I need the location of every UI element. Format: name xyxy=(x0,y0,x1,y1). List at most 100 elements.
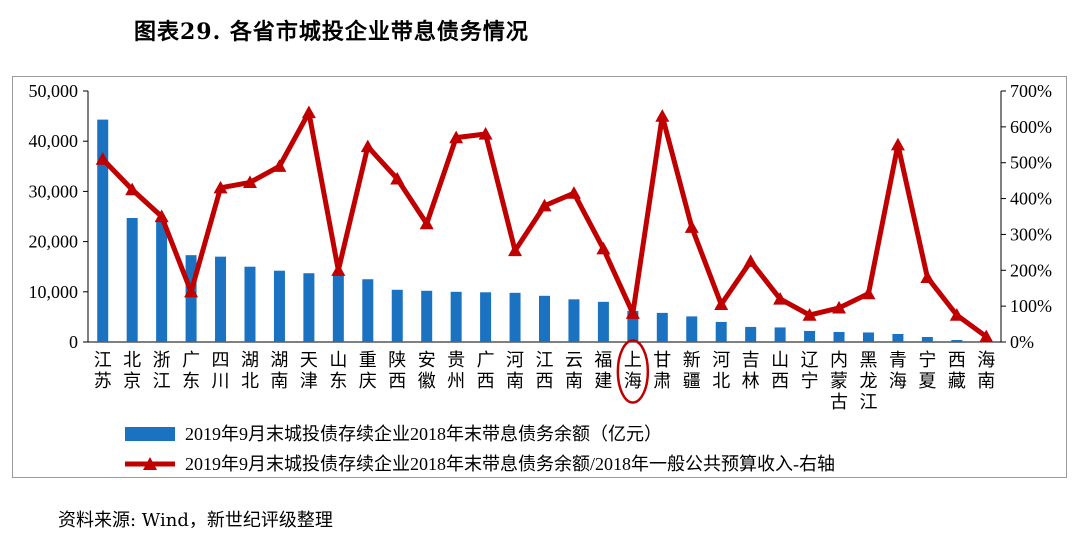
bar xyxy=(539,295,550,342)
category-label: 河南 xyxy=(506,350,524,391)
bar xyxy=(951,339,963,342)
category-label: 云南 xyxy=(565,350,583,391)
category-label: 内蒙古 xyxy=(830,350,848,412)
category-label: 天津 xyxy=(300,350,318,391)
line-marker xyxy=(213,180,228,194)
line-marker xyxy=(566,186,581,199)
category-label: 重庆 xyxy=(359,350,377,391)
legend-line-marker xyxy=(143,457,157,470)
y-left-tick-label: 10,000 xyxy=(29,282,79,302)
category-label: 山东 xyxy=(329,350,347,391)
page-title: 图表29. 各省市城投企业带息债务情况 xyxy=(134,19,529,45)
bar xyxy=(156,221,168,342)
category-label: 宁夏 xyxy=(918,350,936,391)
bar xyxy=(215,256,227,342)
bar xyxy=(185,255,197,342)
line-marker xyxy=(449,130,464,144)
highlight-circle xyxy=(616,339,650,404)
bar xyxy=(362,279,374,342)
category-label: 江苏 xyxy=(94,350,112,391)
category-label: 辽宁 xyxy=(801,350,819,391)
line-marker xyxy=(390,171,405,185)
legend-bar-swatch xyxy=(125,427,175,441)
bar xyxy=(480,292,492,342)
chart-svg: 0 10,000 20,000 30,000 40,000 50,000 0% 100% 200… xyxy=(29,81,1053,474)
category-label: 福建 xyxy=(594,350,612,391)
line-marker xyxy=(242,175,257,189)
line-marker xyxy=(125,182,140,196)
line-marker xyxy=(890,137,905,151)
chart-frame: 0 10,000 20,000 30,000 40,000 50,000 0% 100% 200… xyxy=(12,76,1067,478)
category-label: 黑龙江 xyxy=(859,350,877,412)
line-marker xyxy=(154,209,169,223)
line-marker xyxy=(802,308,817,321)
line-marker xyxy=(743,254,758,267)
category-label: 河北 xyxy=(712,350,730,391)
line-marker xyxy=(360,139,375,153)
line-marker xyxy=(861,286,876,300)
line-marker xyxy=(419,216,434,230)
line-marker xyxy=(684,220,699,233)
bar xyxy=(597,301,609,342)
y-left-tick-label: 50,000 xyxy=(29,81,79,101)
bar xyxy=(627,310,639,342)
category-label: 海南 xyxy=(977,350,995,391)
category-label: 北京 xyxy=(123,350,141,391)
bar xyxy=(804,330,816,342)
bar xyxy=(892,333,904,342)
bar xyxy=(568,299,580,342)
bar xyxy=(97,119,109,342)
bar xyxy=(450,291,462,342)
legend-line-label: 2019年9月末城投债存续企业2018年末带息债务余额/2018年一般公共预算收… xyxy=(185,454,835,474)
line-marker xyxy=(625,306,640,319)
category-label: 贵州 xyxy=(447,350,465,391)
line-marker xyxy=(331,263,346,276)
y-right-tick-label: 600% xyxy=(1010,117,1052,137)
line-marker xyxy=(714,297,729,310)
bar xyxy=(656,312,668,342)
bar xyxy=(273,270,285,342)
bar xyxy=(715,321,727,342)
category-label: 浙江 xyxy=(153,350,171,391)
bar xyxy=(126,218,138,342)
y-right-tick-label: 500% xyxy=(1010,153,1052,173)
bar xyxy=(244,266,256,342)
line-marker xyxy=(655,109,670,122)
category-label: 广东 xyxy=(182,350,200,391)
bar xyxy=(745,326,757,342)
line-marker xyxy=(773,291,788,305)
category-label: 新疆 xyxy=(683,350,701,391)
line-marker xyxy=(979,329,994,343)
bar xyxy=(862,332,874,342)
category-label: 江西 xyxy=(536,350,554,391)
bar xyxy=(303,273,315,342)
y-left-tick-label: 40,000 xyxy=(29,131,79,151)
y-right-tick-label: 700% xyxy=(1010,81,1052,101)
bar xyxy=(774,327,786,342)
category-label: 西藏 xyxy=(948,350,966,391)
line-marker xyxy=(272,159,287,172)
y-right-tick-label: 100% xyxy=(1010,296,1052,316)
line-marker xyxy=(832,300,847,314)
line-marker xyxy=(537,198,552,212)
category-label: 四川 xyxy=(212,350,230,391)
y-left-tick-label: 20,000 xyxy=(29,232,79,252)
bar xyxy=(833,331,845,342)
line-marker xyxy=(301,105,316,119)
category-label: 山西 xyxy=(771,350,789,391)
line-marker xyxy=(95,152,110,165)
legend-bar-label: 2019年9月末城投债存续企业2018年末带息债务余额（亿元） xyxy=(185,424,662,444)
bar xyxy=(421,290,433,342)
line-marker xyxy=(596,241,611,255)
bar xyxy=(686,316,698,342)
y-right-tick-label: 0% xyxy=(1010,332,1034,352)
bar xyxy=(509,292,521,342)
source-note: 资料来源: Wind，新世纪评级整理 xyxy=(58,510,333,531)
y-right-tick-label: 300% xyxy=(1010,224,1052,244)
line-marker xyxy=(508,243,523,257)
y-left-tick-label: 0 xyxy=(69,332,78,352)
category-label: 湖北 xyxy=(241,350,259,391)
category-label: 广西 xyxy=(477,350,495,391)
category-label: 青海 xyxy=(889,350,907,391)
line-marker xyxy=(920,270,935,284)
